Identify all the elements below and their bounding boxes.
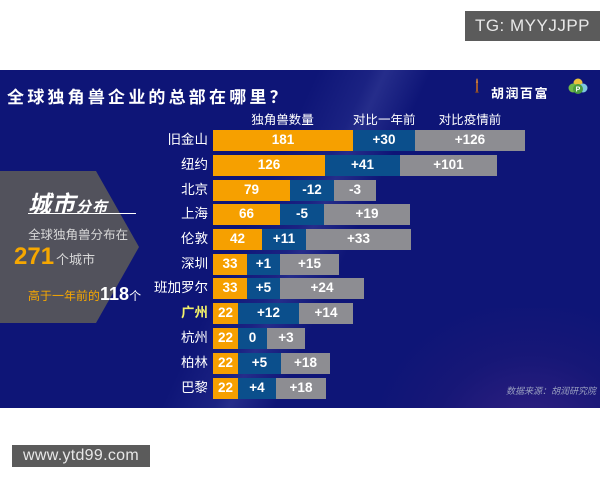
svg-text:P: P bbox=[576, 87, 581, 94]
